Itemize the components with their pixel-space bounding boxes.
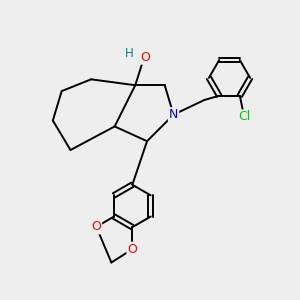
Text: N: N	[169, 108, 178, 121]
Text: O: O	[141, 51, 151, 64]
Text: O: O	[128, 243, 137, 256]
Text: O: O	[92, 220, 101, 233]
Text: Cl: Cl	[238, 110, 250, 123]
Text: H: H	[124, 47, 133, 60]
